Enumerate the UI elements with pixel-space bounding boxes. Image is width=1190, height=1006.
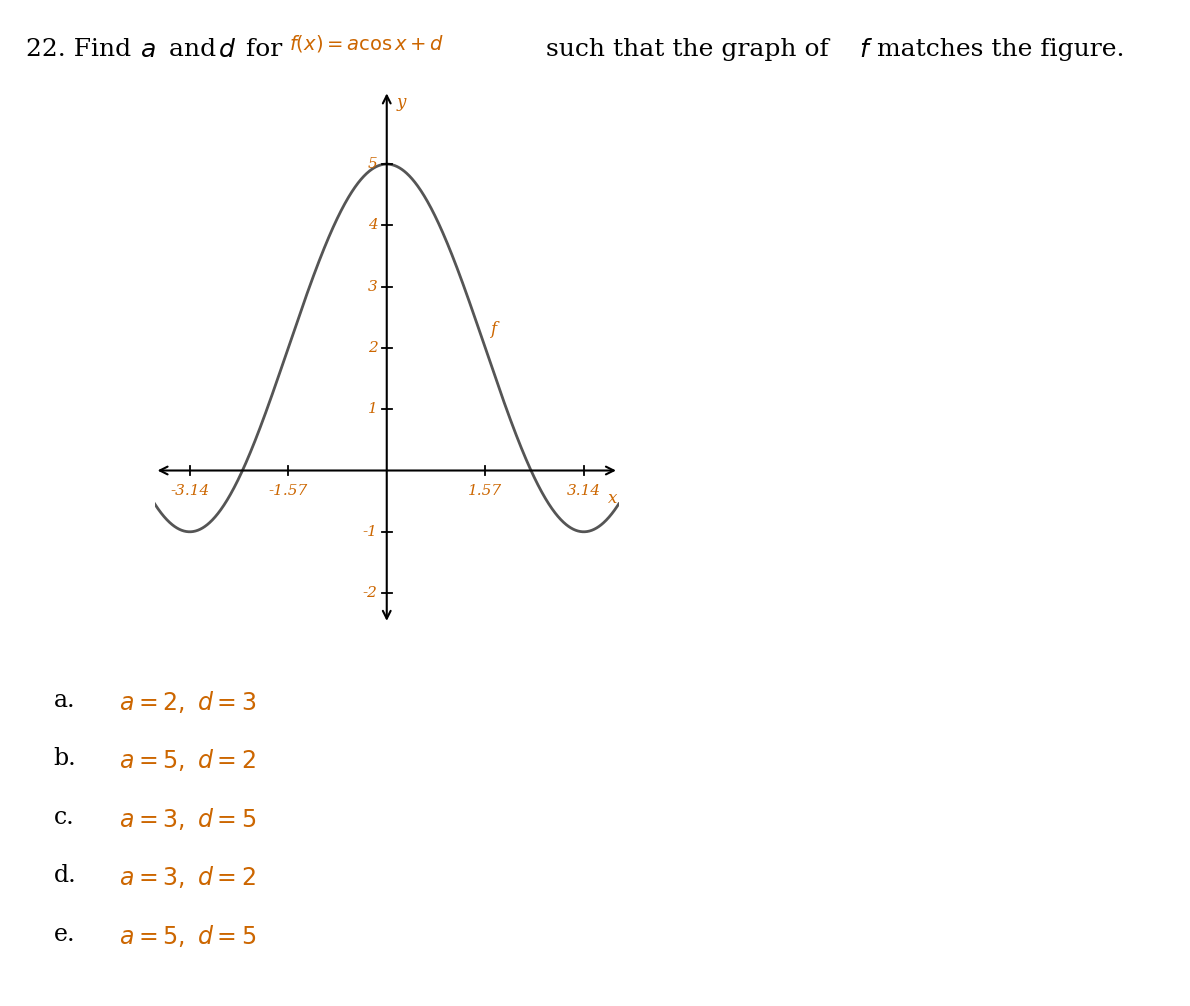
Text: 3.14: 3.14 <box>566 484 601 498</box>
Text: $a = 2,\ d = 3$: $a = 2,\ d = 3$ <box>119 689 256 715</box>
Text: 1: 1 <box>368 402 377 416</box>
Text: 3: 3 <box>368 280 377 294</box>
Text: -1.57: -1.57 <box>269 484 308 498</box>
Text: $f$: $f$ <box>859 38 873 62</box>
Text: $a = 3,\ d = 2$: $a = 3,\ d = 2$ <box>119 864 256 890</box>
Text: e.: e. <box>54 923 75 946</box>
Text: -2: -2 <box>363 586 377 600</box>
Text: -1: -1 <box>363 525 377 539</box>
Text: f: f <box>490 321 496 338</box>
Text: 22. Find: 22. Find <box>26 38 139 61</box>
Text: $d$: $d$ <box>218 38 236 62</box>
Text: 4: 4 <box>368 218 377 232</box>
Text: $a$: $a$ <box>140 38 156 62</box>
Text: d.: d. <box>54 864 76 887</box>
Text: c.: c. <box>54 806 74 829</box>
Text: 5: 5 <box>368 157 377 171</box>
Text: y: y <box>396 94 406 111</box>
Text: and: and <box>161 38 224 61</box>
Text: 1.57: 1.57 <box>468 484 502 498</box>
Text: $a = 5,\ d = 5$: $a = 5,\ d = 5$ <box>119 923 256 949</box>
Text: $a = 5,\ d = 2$: $a = 5,\ d = 2$ <box>119 747 256 774</box>
Text: -3.14: -3.14 <box>170 484 209 498</box>
Text: $f(x)=a\cos x+d$: $f(x)=a\cos x+d$ <box>289 33 445 54</box>
Text: a.: a. <box>54 689 75 712</box>
Text: such that the graph of: such that the graph of <box>538 38 837 61</box>
Text: matches the figure.: matches the figure. <box>877 38 1125 61</box>
Text: $a = 3,\ d = 5$: $a = 3,\ d = 5$ <box>119 806 256 832</box>
Text: x: x <box>608 490 618 507</box>
Text: 2: 2 <box>368 341 377 355</box>
Text: for: for <box>238 38 290 61</box>
Text: b.: b. <box>54 747 76 771</box>
